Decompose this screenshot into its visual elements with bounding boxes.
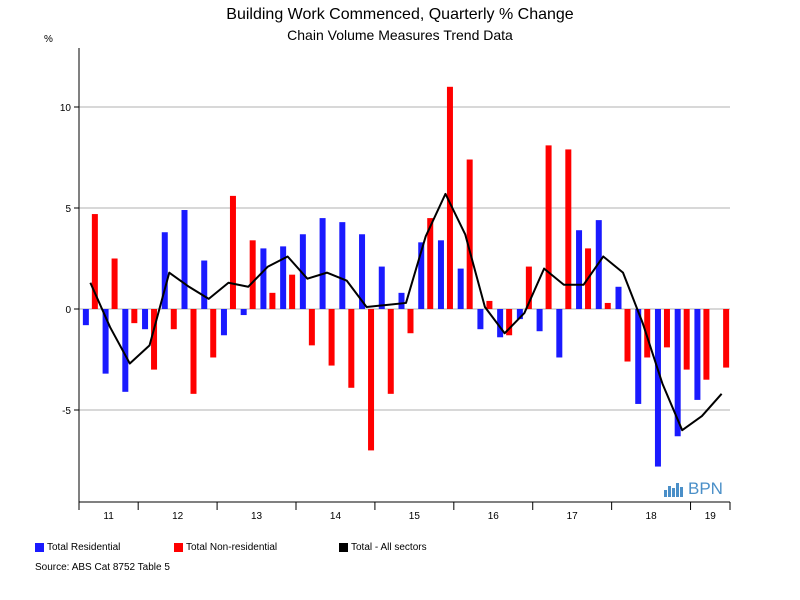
legend-label-all-sectors: Total - All sectors — [351, 542, 427, 553]
bar-residential-21 — [497, 309, 504, 338]
bar-residential-16 — [398, 292, 405, 309]
bar-non-residential-21 — [506, 309, 513, 336]
bar-residential-8 — [240, 309, 247, 316]
bar-residential-0 — [82, 309, 89, 326]
bar-residential-20 — [477, 309, 484, 330]
x-tick-label-11: 11 — [103, 511, 114, 522]
bar-marks — [82, 86, 730, 467]
bar-non-residential-22 — [525, 266, 532, 309]
bar-non-residential-24 — [565, 149, 572, 309]
bar-residential-22 — [516, 309, 523, 320]
bar-residential-10 — [280, 246, 287, 309]
bar-residential-29 — [654, 309, 661, 467]
bar-residential-23 — [536, 309, 543, 332]
bar-residential-9 — [260, 248, 267, 309]
bar-residential-7 — [220, 309, 227, 336]
bar-residential-13 — [339, 222, 346, 309]
bar-non-residential-12 — [328, 309, 335, 366]
legend-item-residential: Total Residential — [35, 542, 120, 553]
bar-non-residential-32 — [723, 309, 730, 368]
bar-non-residential-14 — [368, 309, 375, 451]
bar-residential-4 — [161, 232, 168, 309]
legend-swatch-all-sectors — [339, 543, 348, 552]
bar-residential-5 — [181, 210, 188, 309]
bar-residential-6 — [201, 260, 208, 309]
legend-item-all-sectors: Total - All sectors — [339, 542, 427, 553]
bar-non-residential-31 — [703, 309, 710, 380]
chart-subtitle: Chain Volume Measures Trend Data — [287, 27, 513, 43]
x-tick-label-13: 13 — [251, 511, 263, 522]
bar-non-residential-0 — [91, 214, 98, 309]
bar-non-residential-15 — [387, 309, 394, 394]
legend-label-residential: Total Residential — [47, 542, 121, 553]
bar-residential-2 — [122, 309, 129, 392]
brand-text: BPN — [688, 479, 723, 498]
bar-non-residential-10 — [289, 274, 296, 309]
bar-residential-27 — [615, 286, 622, 309]
bar-non-residential-1 — [111, 258, 118, 309]
y-axis-unit-label: % — [44, 34, 53, 45]
bar-residential-1 — [102, 309, 109, 374]
x-tick-label-17: 17 — [567, 511, 579, 522]
brand-bars-icon — [664, 483, 683, 497]
y-tick-label-2: 0 — [65, 305, 71, 316]
bar-residential-31 — [694, 309, 701, 400]
line-marks — [89, 192, 723, 432]
bar-residential-18 — [437, 240, 444, 309]
bar-non-residential-28 — [644, 309, 651, 358]
bar-non-residential-2 — [131, 309, 138, 324]
bar-residential-30 — [674, 309, 681, 437]
bar-residential-14 — [359, 234, 366, 309]
chart-title: Building Work Commenced, Quarterly % Cha… — [226, 6, 574, 23]
bar-non-residential-20 — [486, 300, 493, 309]
bar-non-residential-9 — [269, 292, 276, 309]
bar-residential-17 — [418, 242, 425, 309]
bar-residential-25 — [576, 230, 583, 309]
x-tick-label-12: 12 — [172, 511, 184, 522]
x-tick-label-18: 18 — [646, 511, 658, 522]
bar-non-residential-19 — [466, 159, 473, 309]
bar-non-residential-13 — [348, 309, 355, 388]
source-note: Source: ABS Cat 8752 Table 5 — [35, 562, 170, 573]
axes: 10 5 0 -5 11 12 13 14 15 16 17 18 19 — [60, 48, 731, 522]
bar-non-residential-29 — [663, 309, 670, 348]
bar-non-residential-3 — [151, 309, 158, 370]
y-tick-label-0: 10 — [60, 103, 72, 114]
bar-non-residential-16 — [407, 309, 414, 334]
bar-residential-15 — [378, 266, 385, 309]
brand-logo: BPN — [664, 480, 723, 497]
bar-residential-28 — [635, 309, 642, 404]
bar-residential-24 — [556, 309, 563, 358]
bar-non-residential-17 — [427, 218, 434, 309]
bar-non-residential-5 — [190, 309, 197, 394]
grid-lines — [79, 106, 730, 411]
bar-non-residential-26 — [604, 302, 611, 309]
y-tick-label-1: 5 — [65, 204, 71, 215]
legend-swatch-residential — [35, 543, 44, 552]
bar-non-residential-6 — [210, 309, 217, 358]
bar-non-residential-8 — [249, 240, 256, 309]
x-tick-label-15: 15 — [409, 511, 421, 522]
bar-non-residential-18 — [446, 86, 453, 309]
bar-residential-11 — [299, 234, 306, 309]
bar-non-residential-7 — [229, 195, 236, 309]
bar-residential-3 — [142, 309, 149, 330]
line-all-sectors — [89, 192, 723, 432]
bar-residential-19 — [457, 268, 464, 309]
bar-non-residential-27 — [624, 309, 631, 362]
bar-residential-12 — [319, 218, 326, 309]
bar-non-residential-11 — [308, 309, 315, 346]
legend-item-non-residential: Total Non-residential — [174, 542, 277, 553]
legend-label-non-residential: Total Non-residential — [186, 542, 278, 553]
legend-swatch-non-residential — [174, 543, 183, 552]
bar-non-residential-23 — [545, 145, 552, 309]
x-tick-label-19: 19 — [705, 511, 717, 522]
x-tick-label-14: 14 — [330, 511, 342, 522]
x-tick-label-16: 16 — [488, 511, 500, 522]
bar-non-residential-4 — [170, 309, 177, 330]
bar-non-residential-30 — [683, 309, 690, 370]
y-tick-label-3: -5 — [62, 406, 71, 417]
